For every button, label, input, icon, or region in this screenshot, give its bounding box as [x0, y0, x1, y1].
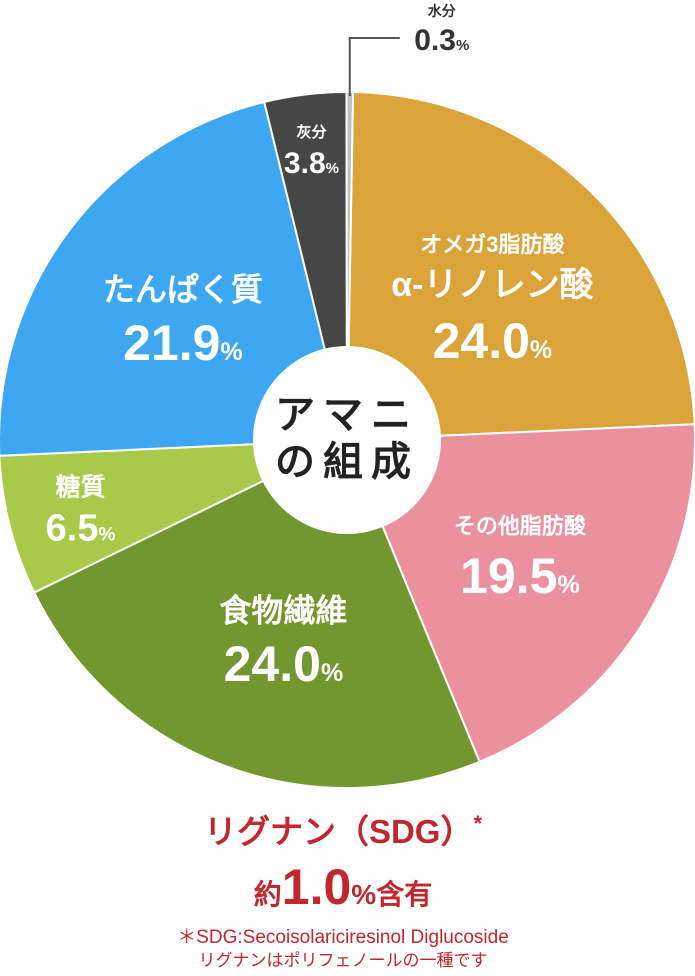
slice-1-value-label: 19.5% [460, 548, 580, 604]
lignan-title: リグナン（SDG）* [204, 811, 483, 850]
slice-5-value-label: 3.8% [284, 147, 339, 180]
slice-0-value-label: 24.0% [433, 313, 553, 369]
slice-2-value-label: 24.0% [224, 636, 344, 692]
slice-0-sublabel: α-リノレン酸 [391, 266, 594, 304]
sdg-note: ＊SDG:Secoisolariciresinol Diglucoside [177, 927, 509, 948]
slice-3-wedge [0, 439, 348, 594]
slice-4-wedge [0, 100, 349, 457]
slice-2-name-label: 食物繊維 [219, 592, 347, 628]
slice-1-wedge [345, 423, 695, 764]
center-label-line-2: の組成 [275, 440, 419, 484]
slice-6-leader-line [348, 37, 400, 97]
slice-5-name-label: 灰分 [296, 123, 326, 141]
slice-0-name-label: オメガ3脂肪酸 [420, 232, 565, 257]
slice-6-value-label: 0.3% [414, 24, 469, 57]
lignan-note: リグナンはポリフェノールの一種です [199, 951, 488, 970]
center-label-line-1: アマニ [275, 393, 419, 437]
slice-1-name-label: その他脂肪酸 [454, 514, 587, 539]
slice-3-value-label: 6.5% [46, 507, 116, 549]
lignan-amount: 約1.0%含有 [254, 859, 432, 915]
slice-4-name-label: たんぱく質 [103, 272, 263, 308]
slice-0-wedge [345, 91, 695, 442]
center-hole [253, 346, 441, 534]
slice-3-name-label: 糖質 [56, 472, 106, 501]
slice-4-value-label: 21.9% [123, 315, 243, 371]
slice-6-name-label: 水分 [428, 3, 456, 19]
